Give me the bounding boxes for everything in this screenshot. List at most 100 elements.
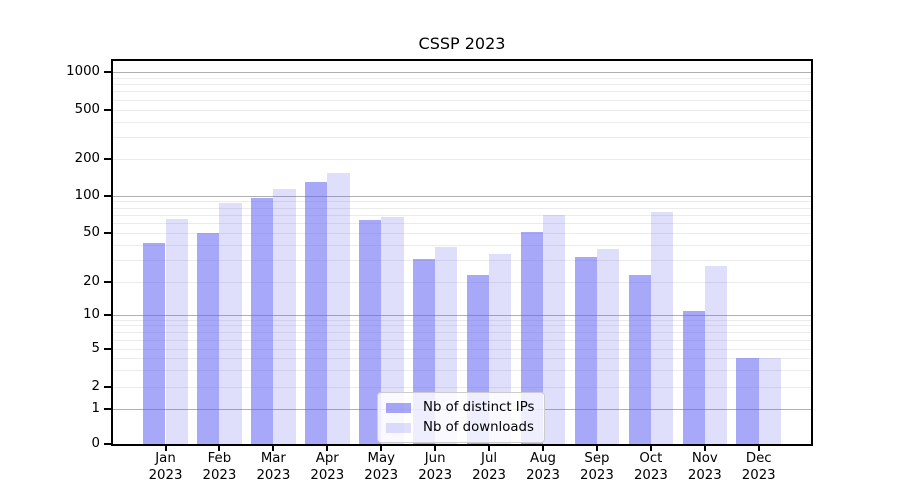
x-axis-tick — [595, 446, 598, 451]
x-axis-tick — [757, 446, 760, 451]
x-axis-tick — [434, 446, 437, 451]
x-axis-tick-label: Jun 2023 — [418, 451, 453, 483]
y-axis-tick — [104, 407, 111, 410]
x-axis-tick-label: Sep 2023 — [580, 451, 614, 483]
gridline-minor — [113, 158, 811, 160]
bar-distinct-ips-jan — [143, 242, 166, 444]
y-axis-tick — [104, 158, 111, 161]
bar-distinct-ips-nov — [682, 310, 705, 444]
gridline-minor — [113, 137, 811, 138]
gridline-minor — [113, 109, 811, 111]
bar-downloads-apr — [327, 172, 350, 444]
legend-label-distinct-ips: Nb of distinct IPs — [423, 400, 535, 415]
x-axis-tick-label: Nov 2023 — [687, 451, 722, 483]
bar-downloads-oct — [650, 211, 674, 444]
x-axis-tick-label: Aug 2023 — [526, 451, 560, 483]
y-axis-tick-label: 500 — [74, 101, 100, 117]
x-axis-tick — [272, 446, 275, 451]
gridline-minor — [113, 244, 811, 246]
y-axis-tick-label: 10 — [83, 307, 100, 322]
gridline-major — [113, 71, 811, 73]
x-axis-tick — [649, 446, 652, 451]
legend-swatch-distinct-ips — [386, 402, 411, 413]
y-axis-tick — [104, 71, 111, 74]
bar-downloads-feb — [219, 203, 242, 444]
bar-distinct-ips-feb — [197, 233, 220, 444]
y-axis-tick — [104, 108, 111, 111]
gridline-minor — [113, 339, 811, 341]
gridline-minor — [113, 282, 811, 283]
gridline-minor — [113, 91, 811, 93]
bar-distinct-ips-sep — [574, 257, 597, 444]
x-axis-tick-label: Dec 2023 — [741, 451, 776, 483]
x-axis-tick-label: Oct 2023 — [633, 451, 668, 483]
gridline-minor — [113, 99, 811, 101]
x-axis-tick-label: Mar 2023 — [256, 451, 291, 483]
gridline-minor — [113, 83, 811, 85]
gridline-minor — [113, 260, 811, 262]
x-axis-tick-label: May 2023 — [364, 451, 399, 483]
y-axis-tick — [104, 443, 111, 445]
bar-downloads-jan — [165, 218, 188, 444]
plot-area — [111, 59, 813, 446]
bar-distinct-ips-aug — [520, 232, 543, 444]
x-axis-tick — [703, 446, 706, 451]
bar-downloads-sep — [596, 249, 620, 444]
bar-downloads-mar — [273, 189, 296, 444]
x-axis-tick — [542, 446, 544, 451]
y-axis-tick-label: 0 — [91, 436, 100, 451]
y-axis-tick — [104, 314, 111, 316]
gridline-minor — [113, 232, 811, 234]
chart-title: CSSP 2023 — [418, 34, 506, 53]
y-axis-tick — [104, 348, 111, 351]
y-axis-tick-label: 2 — [91, 379, 100, 395]
gridline-minor — [113, 121, 811, 123]
gridline-minor — [113, 369, 811, 371]
y-axis-tick-label: 100 — [74, 188, 100, 204]
y-axis-tick-label: 1000 — [66, 64, 100, 80]
bar-distinct-ips-oct — [628, 275, 651, 444]
bar-distinct-ips-may — [358, 220, 382, 444]
gridline-minor — [113, 207, 811, 209]
x-axis-tick — [326, 446, 329, 451]
y-axis-tick — [104, 281, 111, 284]
x-axis-tick — [164, 446, 167, 451]
gridline-minor — [113, 223, 811, 225]
gridline-major — [113, 314, 811, 316]
gridline-minor — [113, 348, 811, 350]
bar-downloads-dec — [758, 358, 782, 444]
gridline-minor — [113, 201, 811, 203]
x-axis-tick-label: Jul 2023 — [472, 451, 506, 483]
legend-swatch-downloads — [386, 422, 411, 433]
bar-distinct-ips-dec — [736, 358, 759, 444]
legend-label-downloads: Nb of downloads — [423, 420, 534, 435]
bar-downloads-nov — [704, 266, 728, 444]
bar-distinct-ips-mar — [251, 197, 274, 444]
y-axis-tick-label: 50 — [83, 225, 100, 241]
y-axis-tick — [104, 195, 111, 198]
legend-item-distinct-ips: Nb of distinct IPs — [386, 399, 534, 416]
gridline-minor — [113, 332, 811, 334]
gridline-minor — [113, 214, 811, 216]
x-axis-tick — [488, 446, 491, 451]
y-axis-tick — [104, 232, 111, 235]
y-axis-tick-label: 200 — [74, 151, 100, 167]
gridline-minor — [113, 77, 811, 79]
x-axis-tick — [218, 446, 221, 451]
bar-downloads-may — [381, 216, 404, 444]
x-axis-tick-label: Apr 2023 — [310, 451, 345, 483]
x-axis-tick — [380, 446, 383, 451]
legend-item-downloads: Nb of downloads — [386, 419, 534, 436]
bar-downloads-aug — [543, 214, 566, 444]
gridline-minor — [113, 357, 811, 359]
gridline-minor — [113, 319, 811, 321]
y-axis-tick-label: 1 — [91, 400, 100, 416]
y-axis-tick — [104, 386, 111, 389]
gridline-major — [113, 195, 811, 197]
gridline-minor — [113, 325, 811, 327]
x-axis-tick-label: Jan 2023 — [148, 451, 183, 483]
legend: Nb of distinct IPs Nb of downloads — [377, 392, 546, 443]
y-axis-tick-label: 20 — [83, 274, 100, 290]
x-axis-tick-label: Feb 2023 — [202, 451, 237, 483]
